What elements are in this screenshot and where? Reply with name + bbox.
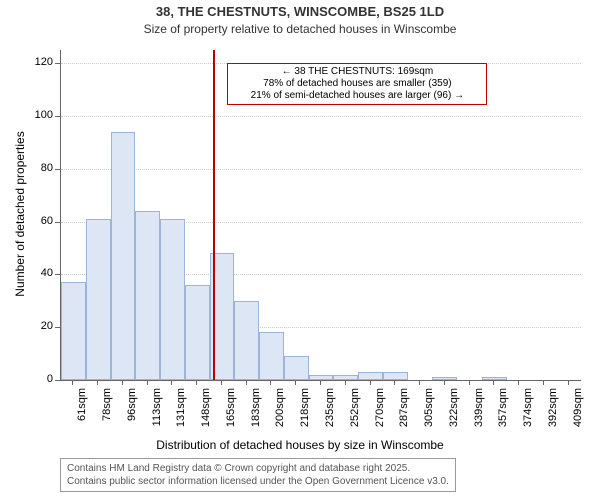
y-tick-mark — [55, 63, 60, 64]
x-tick-label: 148sqm — [200, 388, 212, 438]
x-tick-mark — [122, 380, 123, 385]
x-tick-label: 392sqm — [547, 388, 559, 438]
x-tick-label: 374sqm — [522, 388, 534, 438]
x-tick-label: 96sqm — [126, 388, 138, 438]
x-tick-mark — [518, 380, 519, 385]
x-tick-label: 165sqm — [225, 388, 237, 438]
y-tick-mark — [55, 327, 60, 328]
histogram-bar — [185, 285, 210, 380]
x-tick-mark — [370, 380, 371, 385]
x-axis-label: Distribution of detached houses by size … — [0, 438, 600, 452]
y-tick-mark — [55, 169, 60, 170]
y-tick-label: 0 — [25, 373, 53, 385]
y-tick-label: 40 — [25, 267, 53, 279]
histogram-bar — [135, 211, 160, 380]
x-tick-label: 305sqm — [423, 388, 435, 438]
gridline — [61, 169, 581, 170]
y-tick-mark — [55, 222, 60, 223]
x-tick-mark — [97, 380, 98, 385]
x-tick-label: 113sqm — [151, 388, 163, 438]
histogram-bar — [259, 332, 284, 380]
histogram-bar — [284, 356, 309, 380]
x-tick-mark — [345, 380, 346, 385]
x-tick-label: 78sqm — [101, 388, 113, 438]
x-tick-mark — [171, 380, 172, 385]
plot-area: ← 38 THE CHESTNUTS: 169sqm78% of detache… — [60, 50, 581, 381]
x-tick-label: 61sqm — [76, 388, 88, 438]
x-tick-label: 270sqm — [374, 388, 386, 438]
chart-title: 38, THE CHESTNUTS, WINSCOMBE, BS25 1LD — [0, 4, 600, 19]
x-tick-label: 409sqm — [572, 388, 584, 438]
y-tick-label: 20 — [25, 320, 53, 332]
x-tick-mark — [568, 380, 569, 385]
x-tick-mark — [320, 380, 321, 385]
x-tick-label: 322sqm — [448, 388, 460, 438]
x-tick-mark — [394, 380, 395, 385]
footer-line-1: Contains HM Land Registry data © Crown c… — [67, 462, 449, 475]
y-tick-label: 60 — [25, 215, 53, 227]
histogram-bar — [111, 132, 136, 380]
annotation-line: 78% of detached houses are smaller (359) — [232, 78, 482, 90]
x-tick-label: 200sqm — [274, 388, 286, 438]
histogram-bar — [358, 372, 383, 380]
x-tick-label: 183sqm — [250, 388, 262, 438]
histogram-bar — [160, 219, 185, 380]
x-tick-mark — [493, 380, 494, 385]
histogram-bar — [333, 375, 358, 380]
histogram-bar — [86, 219, 111, 380]
x-tick-mark — [295, 380, 296, 385]
y-tick-mark — [55, 380, 60, 381]
x-tick-mark — [543, 380, 544, 385]
x-tick-mark — [147, 380, 148, 385]
annotation-line: ← 38 THE CHESTNUTS: 169sqm — [232, 66, 482, 78]
x-tick-label: 287sqm — [398, 388, 410, 438]
y-tick-mark — [55, 274, 60, 275]
footer-attribution: Contains HM Land Registry data © Crown c… — [60, 458, 456, 492]
x-tick-label: 357sqm — [497, 388, 509, 438]
x-tick-mark — [196, 380, 197, 385]
x-tick-label: 252sqm — [349, 388, 361, 438]
x-tick-mark — [419, 380, 420, 385]
y-tick-mark — [55, 116, 60, 117]
x-tick-mark — [246, 380, 247, 385]
x-tick-label: 339sqm — [473, 388, 485, 438]
x-tick-mark — [270, 380, 271, 385]
histogram-bar — [383, 372, 408, 380]
histogram-bar — [432, 377, 457, 380]
x-tick-mark — [72, 380, 73, 385]
x-tick-mark — [469, 380, 470, 385]
annotation-line: 21% of semi-detached houses are larger (… — [232, 90, 482, 102]
footer-line-2: Contains public sector information licen… — [67, 475, 449, 488]
histogram-bar — [61, 282, 86, 380]
chart-container: 38, THE CHESTNUTS, WINSCOMBE, BS25 1LD S… — [0, 0, 600, 500]
property-marker-line — [213, 50, 215, 380]
histogram-bar — [234, 301, 259, 380]
y-tick-label: 100 — [25, 109, 53, 121]
x-tick-label: 235sqm — [324, 388, 336, 438]
x-tick-mark — [221, 380, 222, 385]
x-tick-mark — [444, 380, 445, 385]
x-tick-label: 131sqm — [175, 388, 187, 438]
x-tick-label: 218sqm — [299, 388, 311, 438]
gridline — [61, 116, 581, 117]
annotation-box: ← 38 THE CHESTNUTS: 169sqm78% of detache… — [227, 63, 487, 105]
y-tick-label: 120 — [25, 56, 53, 68]
chart-subtitle: Size of property relative to detached ho… — [0, 22, 600, 36]
y-tick-label: 80 — [25, 162, 53, 174]
